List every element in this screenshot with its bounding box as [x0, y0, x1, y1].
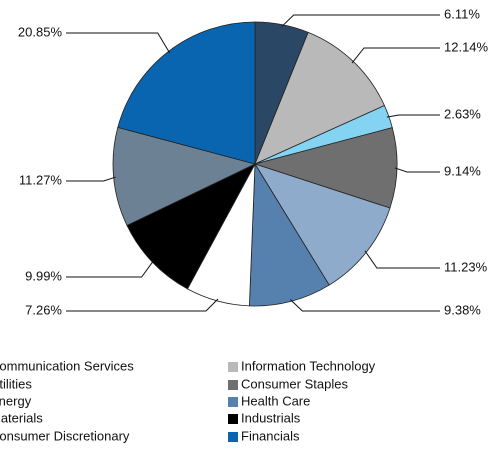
legend-label: Materials: [0, 410, 43, 425]
leader-line: [364, 250, 440, 269]
legend-label: Communication Services: [0, 358, 134, 373]
legend-label: Energy: [0, 393, 32, 408]
leader-line: [66, 176, 116, 182]
legend-swatch: [228, 414, 238, 424]
leader-line: [281, 14, 440, 27]
data-label: 12.14%: [444, 39, 489, 54]
pie-slice: [253, 127, 398, 209]
legend-label: Industrials: [241, 410, 301, 425]
leader-line: [66, 298, 219, 312]
leader-line: [66, 260, 155, 278]
legend-label: Financials: [241, 428, 300, 443]
leader-line: [394, 167, 440, 173]
data-label: 11.23%: [444, 259, 488, 274]
leader-line: [386, 114, 440, 118]
leader-line: [351, 47, 440, 64]
legend-swatch: [228, 432, 238, 442]
data-label: 9.14%: [444, 163, 481, 178]
leader-line: [289, 299, 440, 312]
legend-swatch: [228, 397, 238, 407]
legend-label: Consumer Staples: [241, 376, 348, 391]
legend-swatch: [228, 362, 238, 372]
leader-line: [66, 32, 171, 54]
legend-label: Information Technology: [241, 358, 376, 373]
legend-label: Health Care: [241, 393, 310, 408]
legend-label: Consumer Discretionary: [0, 428, 130, 443]
legend-label: Utilities: [0, 376, 32, 391]
data-label: 9.99%: [25, 268, 62, 283]
data-label: 11.27%: [19, 172, 63, 187]
pie-slice: [248, 162, 330, 307]
data-label: 20.85%: [18, 24, 63, 39]
pie-slice: [254, 163, 391, 286]
legend-swatch: [228, 380, 238, 390]
data-label: 2.63%: [444, 106, 481, 121]
data-label: 6.11%: [444, 6, 480, 21]
data-label: 9.38%: [444, 302, 481, 317]
data-label: 7.26%: [25, 302, 62, 317]
